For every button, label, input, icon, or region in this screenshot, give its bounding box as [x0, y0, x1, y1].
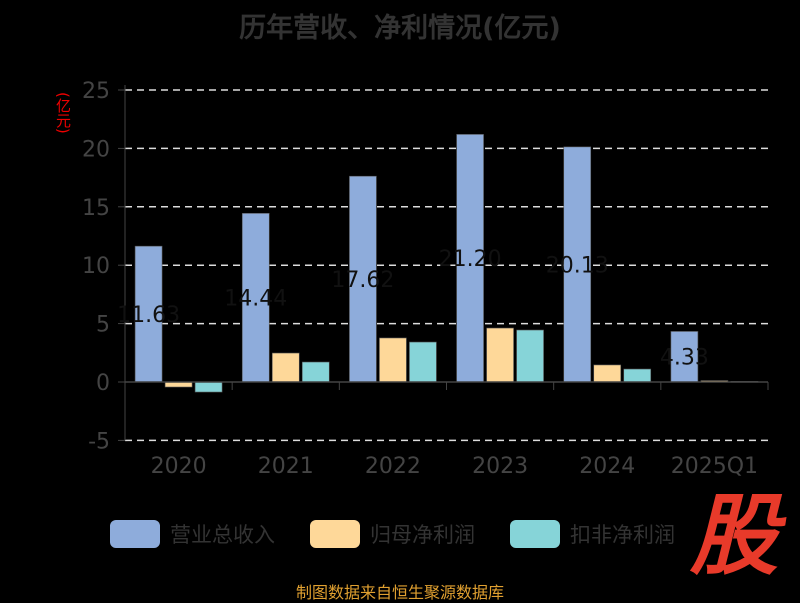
legend-item-net-profit[interactable]: 归母净利润 — [310, 519, 475, 549]
x-tick-label: 2022 — [365, 454, 421, 479]
source-note: 制图数据来自恒生聚源数据库 — [295, 583, 504, 602]
data-label: 17.62 — [331, 268, 394, 293]
y-tick-label: 0 — [96, 371, 110, 396]
legend-swatch — [310, 520, 360, 548]
bar-deducted-net-profit — [301, 361, 330, 383]
bar-net-profit — [593, 364, 622, 383]
chart-title: 历年营收、净利情况(亿元) — [239, 13, 561, 44]
bar-revenue — [349, 175, 377, 383]
bar-revenue — [456, 134, 484, 383]
bar-deducted-net-profit — [516, 329, 544, 383]
data-label: 14.44 — [224, 287, 287, 312]
x-tick-label: 2024 — [579, 454, 635, 479]
data-label: 21.20 — [439, 247, 502, 272]
data-label: 20.13 — [546, 253, 609, 278]
bar-net-profit — [486, 327, 514, 383]
x-tick-label: 2023 — [472, 454, 528, 479]
y-tick-label: 20 — [82, 137, 110, 162]
bar-revenue — [241, 213, 270, 383]
y-tick-label: 5 — [96, 313, 110, 338]
bar-net-profit — [164, 381, 193, 388]
y-tick-label: -5 — [88, 429, 110, 454]
legend-swatch — [510, 520, 560, 548]
bar-revenue — [670, 331, 699, 383]
y-axis-unit-label: (亿元) — [54, 92, 72, 134]
bar-deducted-net-profit — [194, 381, 223, 393]
y-tick-label: 10 — [82, 254, 110, 279]
x-tick-label: 2021 — [258, 454, 314, 479]
logo: 股 — [690, 484, 779, 587]
data-label: 11.63 — [117, 303, 180, 328]
bar-deducted-net-profit — [623, 368, 652, 383]
bar-net-profit — [271, 352, 300, 383]
bar-revenue — [563, 146, 592, 383]
bar-net-profit — [379, 337, 407, 383]
legend-swatch — [110, 520, 160, 548]
legend-item-revenue[interactable]: 营业总收入 — [110, 519, 275, 549]
y-tick-label: 25 — [82, 79, 110, 104]
legend-label: 归母净利润 — [370, 523, 475, 547]
data-label: 4.33 — [660, 346, 709, 371]
legend-item-deducted-net-profit[interactable]: 扣非净利润 — [510, 519, 675, 549]
bar-deducted-net-profit — [409, 341, 437, 383]
bar-revenue — [134, 245, 163, 383]
legend-label: 营业总收入 — [170, 523, 275, 547]
x-tick-label: 2020 — [151, 454, 207, 479]
y-tick-label: 15 — [82, 196, 110, 221]
x-tick-label: 2025Q1 — [671, 454, 758, 479]
legend-label: 扣非净利润 — [570, 523, 675, 547]
